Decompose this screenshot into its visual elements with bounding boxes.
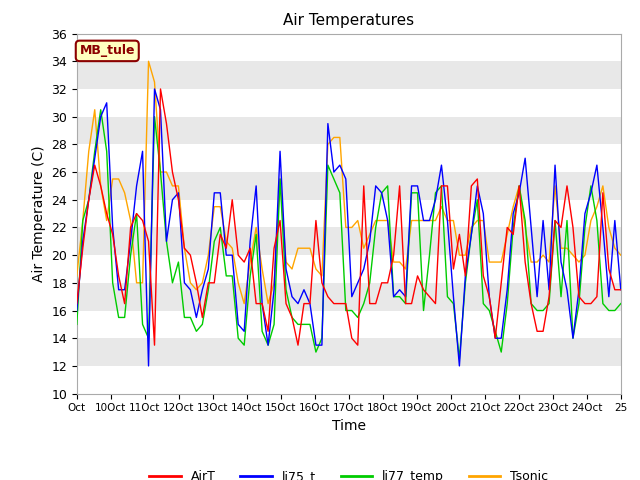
Bar (77, 255, 621, 283)
Bar (77, 172, 621, 200)
Y-axis label: Air Temperature (C): Air Temperature (C) (31, 145, 45, 282)
Bar (77, 34, 621, 61)
Bar (77, 338, 621, 366)
Bar (77, 117, 621, 144)
Bar (77, 366, 621, 394)
Bar (77, 144, 621, 172)
Title: Air Temperatures: Air Temperatures (284, 13, 414, 28)
Bar (77, 200, 621, 228)
Bar (77, 311, 621, 338)
Bar (77, 89, 621, 117)
Bar (77, 228, 621, 255)
Legend: AirT, li75_t, li77_temp, Tsonic: AirT, li75_t, li77_temp, Tsonic (144, 465, 554, 480)
Bar (77, 61, 621, 89)
Bar (77, 283, 621, 311)
X-axis label: Time: Time (332, 419, 366, 433)
Text: MB_tule: MB_tule (79, 44, 135, 58)
